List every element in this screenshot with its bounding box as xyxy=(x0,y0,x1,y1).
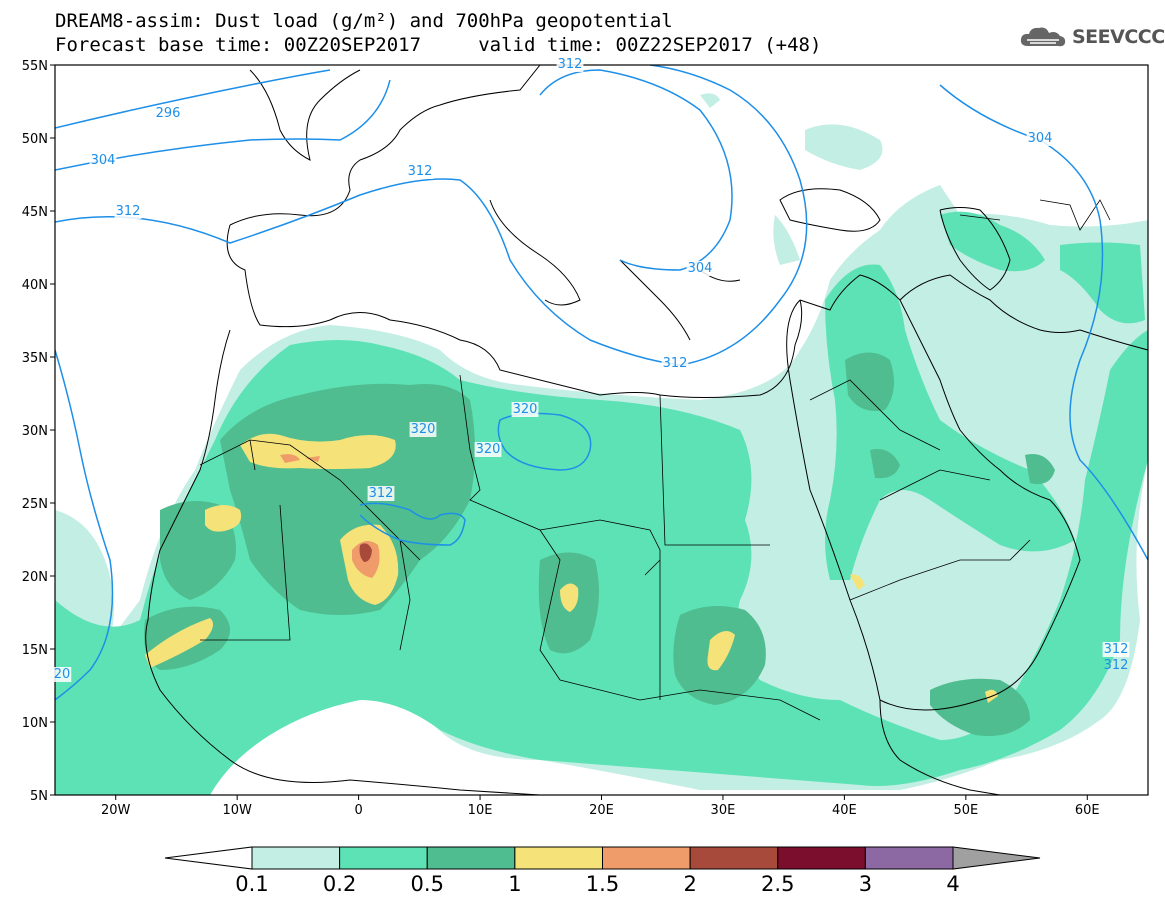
contour-label: 312 xyxy=(1104,642,1129,657)
contour-label: 312 xyxy=(663,356,688,371)
dust-region-orange xyxy=(280,454,380,578)
contour-label: 304 xyxy=(91,153,116,168)
lat-tick-label: 20N xyxy=(22,570,48,585)
contour-label-bg xyxy=(409,422,437,437)
colorbar-label: 0.5 xyxy=(411,872,444,896)
colorbar-label: 0.2 xyxy=(323,872,356,896)
colorbar-swatch xyxy=(864,846,954,870)
lat-tick-label: 55N xyxy=(22,59,48,74)
seevccc-logo: SEEVCCC xyxy=(1018,24,1165,50)
colorbar-swatch xyxy=(426,846,516,870)
dust-region-yellow xyxy=(240,433,396,469)
lat-tick-label: 15N xyxy=(22,643,48,658)
colorbar-swatch xyxy=(602,846,691,870)
country-borders xyxy=(199,199,1111,721)
colorbar-swatch xyxy=(514,846,603,870)
contour-label: 320 xyxy=(513,402,538,417)
dust-region-light-north xyxy=(700,93,883,265)
longitude-axis: 20W 10W 0 10E 20E 30E 40E 50E 60E xyxy=(101,795,1100,818)
lat-tick-label: 50N xyxy=(22,132,48,147)
contour-label: 320 xyxy=(476,442,501,457)
latitude-axis: 55N 50N 45N 40N 35N 30N 25N 20N 15N 10N 5N xyxy=(22,59,55,804)
colorbar-label: 2 xyxy=(683,872,696,896)
dust-region-yellow-sudan xyxy=(707,631,735,671)
contour-label-bg xyxy=(511,402,539,417)
contour-labels: 2963043123123123043043123203203203123122… xyxy=(52,57,1130,682)
dust-region-yellow-chad xyxy=(560,583,579,612)
colorbar-label: 3 xyxy=(859,872,872,896)
colorbar-swatch xyxy=(339,846,428,870)
contour-label: 20 xyxy=(54,667,71,682)
colorbar-label: 4 xyxy=(946,872,959,896)
contour-label-bg xyxy=(556,57,584,72)
colorbar: 0.1 0.2 0.5 1 1.5 2 2.5 3 4 xyxy=(164,846,1041,896)
contour-label: 320 xyxy=(411,422,436,437)
logo-text: SEEVCCC xyxy=(1072,26,1165,48)
contour-label-bg xyxy=(686,261,714,276)
contour-label-bg xyxy=(661,356,689,371)
lon-tick-label: 40E xyxy=(832,803,857,818)
lon-tick-label: 60E xyxy=(1075,803,1100,818)
lon-tick-label: 10W xyxy=(222,803,252,818)
contour-label-bg xyxy=(154,106,182,121)
lat-tick-label: 5N xyxy=(30,789,48,804)
lon-tick-label: 20E xyxy=(589,803,614,818)
dust-region-yellow-mauritania xyxy=(145,505,242,668)
dust-region-dark-somalia xyxy=(930,678,1030,736)
colorbar-label: 0.1 xyxy=(235,872,268,896)
dust-region-brown xyxy=(359,543,372,562)
lon-tick-label: 20W xyxy=(101,803,131,818)
dust-region-mint-arabia xyxy=(825,264,1075,580)
lat-tick-label: 10N xyxy=(22,716,48,731)
dust-region-dark-arabia xyxy=(845,352,1055,485)
lat-tick-label: 30N xyxy=(22,424,48,439)
dust-region-mint-caspian xyxy=(940,211,1145,324)
contour-label-bg xyxy=(52,667,72,682)
contour-label-bg xyxy=(89,153,117,168)
lon-tick-label: 0 xyxy=(354,803,362,818)
colorbar-label: 1 xyxy=(508,872,521,896)
map-title: DREAM8-assim: Dust load (g/m²) and 700hP… xyxy=(55,10,673,32)
contour-label: 312 xyxy=(408,164,433,179)
lon-tick-label: 10E xyxy=(468,803,493,818)
dust-fields xyxy=(55,65,1148,795)
colorbar-label: 1.5 xyxy=(586,872,619,896)
contour-label: 312 xyxy=(116,204,141,219)
colorbar-max-arrow xyxy=(952,846,1041,870)
lat-tick-label: 35N xyxy=(22,351,48,366)
contour-label: 312 xyxy=(1104,658,1129,673)
contour-label: 304 xyxy=(688,261,713,276)
contour-label-bg xyxy=(474,442,502,457)
map-subtitle: Forecast base time: 00Z20SEP2017 valid t… xyxy=(55,34,822,56)
contour-label: 312 xyxy=(558,57,583,72)
lat-tick-label: 25N xyxy=(22,497,48,512)
cloud-icon xyxy=(1020,27,1066,47)
contour-label-bg xyxy=(1026,131,1054,146)
dust-region-dark-mali xyxy=(144,501,236,670)
lat-tick-label: 45N xyxy=(22,205,48,220)
contour-label-bg xyxy=(1102,642,1130,657)
contour-label: 312 xyxy=(369,486,394,501)
lon-tick-label: 30E xyxy=(711,803,736,818)
contour-label-bg xyxy=(114,204,142,219)
lon-tick-label: 50E xyxy=(953,803,978,818)
lat-tick-label: 40N xyxy=(22,278,48,293)
contour-label-bg xyxy=(406,164,434,179)
colorbar-swatch xyxy=(689,846,779,870)
colorbar-min-arrow xyxy=(164,846,253,870)
colorbar-swatch xyxy=(251,846,341,870)
colorbar-label: 2.5 xyxy=(761,872,794,896)
colorbar-swatch xyxy=(777,846,866,870)
contour-label: 304 xyxy=(1028,131,1053,146)
contour-label: 296 xyxy=(156,106,181,121)
contour-label-bg xyxy=(367,486,395,501)
